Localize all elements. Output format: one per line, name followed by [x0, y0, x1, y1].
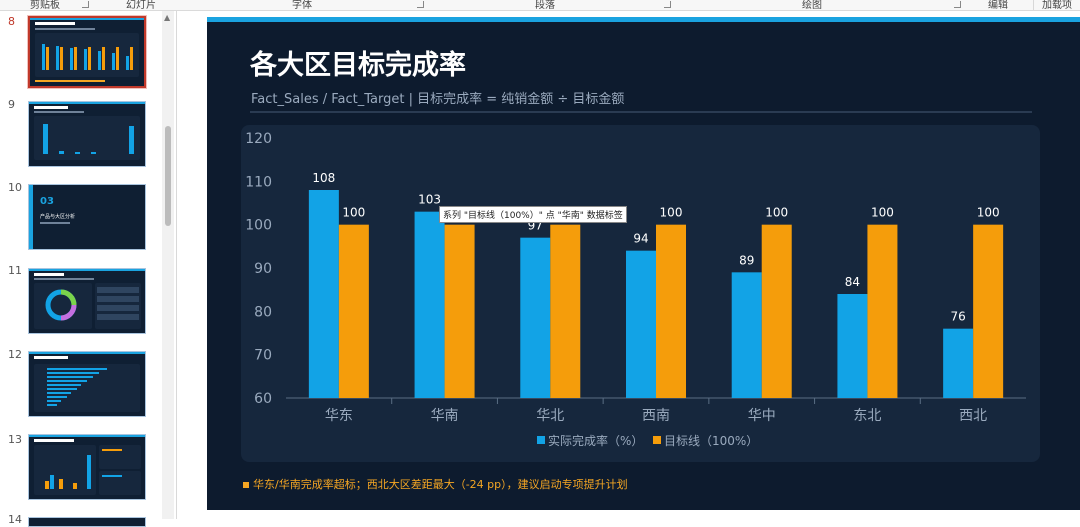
- ribbon-group-addins: 加载项: [1042, 0, 1072, 11]
- ribbon-group-font: 字体: [292, 0, 312, 11]
- y-tick-label: 60: [254, 391, 272, 407]
- bar-actual: [520, 237, 551, 398]
- ribbon-group-editing: 编辑: [988, 0, 1008, 11]
- bar-actual: [308, 190, 339, 398]
- legend-swatch: [537, 436, 545, 444]
- slide-number-8: 8: [8, 15, 15, 28]
- bar-actual: [414, 211, 445, 398]
- data-label: 100: [871, 206, 894, 220]
- title-divider: [250, 111, 1032, 113]
- thumbnail-10-subtitle: [40, 222, 70, 224]
- slide-title[interactable]: 各大区目标完成率: [250, 50, 466, 81]
- bar-actual: [731, 272, 762, 398]
- x-tick-label: 华东: [325, 408, 353, 424]
- slide-thumbnail-8[interactable]: [28, 16, 146, 88]
- slide-number-13: 13: [8, 433, 22, 446]
- slide-accent-bar: [207, 17, 1080, 22]
- thumbnail-scrollbar[interactable]: ▲: [162, 11, 174, 519]
- data-label: 100: [977, 206, 1000, 220]
- thumbnail-11-preview: [29, 269, 145, 329]
- slide-number-10: 10: [8, 181, 22, 194]
- data-label-tooltip: 系列 "目标线（100%）" 点 "华南" 数据标签: [439, 206, 627, 223]
- ribbon-group-slides: 幻灯片: [126, 0, 156, 11]
- clipboard-launcher-icon[interactable]: [82, 1, 89, 8]
- x-tick-label: 西南: [642, 408, 670, 424]
- slide-thumbnail-9[interactable]: [28, 101, 146, 167]
- ribbon-group-clipboard: 剪贴板: [30, 0, 60, 11]
- thumbnail-10-accent: [29, 185, 33, 249]
- ribbon-group-paragraph: 段落: [535, 0, 555, 11]
- data-label: 89: [739, 253, 754, 267]
- font-launcher-icon[interactable]: [417, 1, 424, 8]
- y-tick-label: 70: [254, 348, 272, 364]
- scrollbar-thumb[interactable]: [165, 126, 171, 226]
- bar-target: [656, 224, 686, 398]
- data-label: 76: [951, 310, 966, 324]
- slide-thumbnail-13[interactable]: [28, 434, 146, 500]
- thumbnail-8-preview: [30, 18, 144, 82]
- bar-actual: [943, 328, 974, 398]
- ribbon-group-drawing: 绘图: [802, 0, 822, 11]
- thumbnail-12-preview: [29, 352, 145, 412]
- data-label: 100: [765, 206, 788, 220]
- x-tick-label: 东北: [853, 408, 881, 424]
- bar-target: [867, 224, 898, 398]
- current-slide[interactable]: 各大区目标完成率 Fact_Sales / Fact_Target | 目标完成…: [207, 17, 1080, 510]
- data-label: 94: [633, 232, 648, 246]
- y-tick-label: 90: [254, 261, 272, 277]
- legend-label: 目标线（100%）: [664, 434, 758, 448]
- bar-chart[interactable]: 60708090100110120108100华东103100华南97100华北…: [241, 125, 1040, 462]
- paragraph-launcher-icon[interactable]: [664, 1, 671, 8]
- ribbon-group-bar: 剪贴板 幻灯片 字体 段落 绘图 编辑 加载项: [0, 0, 1080, 11]
- data-label: 103: [418, 193, 441, 207]
- thumbnail-10-title: 产品与大区分析: [40, 214, 76, 220]
- drawing-launcher-icon[interactable]: [954, 1, 961, 8]
- data-label: 108: [312, 171, 335, 185]
- x-tick-label: 华北: [536, 408, 564, 424]
- slide-number-11: 11: [8, 264, 22, 277]
- bar-target: [338, 224, 369, 398]
- pane-splitter[interactable]: [176, 11, 177, 519]
- y-tick-label: 100: [245, 218, 272, 234]
- thumbnail-13-preview: [29, 435, 145, 495]
- thumbnail-9-preview: [29, 102, 145, 160]
- legend-swatch: [653, 436, 661, 444]
- slide-number-12: 12: [8, 348, 22, 361]
- data-label: 100: [660, 206, 683, 220]
- legend-label: 实际完成率（%）: [548, 433, 643, 448]
- data-label: 84: [845, 275, 860, 289]
- bar-target: [550, 224, 581, 398]
- x-tick-label: 华南: [431, 408, 459, 424]
- slide-number-9: 9: [8, 98, 15, 111]
- y-tick-label: 120: [245, 131, 272, 147]
- footnote-bullet-icon: [243, 482, 249, 488]
- footnote-text: 华东/华南完成率超标；西北大区差距最大（-24 pp），建议启动专项提升计划: [253, 478, 628, 491]
- chart-card[interactable]: 60708090100110120108100华东103100华南97100华北…: [241, 125, 1040, 462]
- slide-number-14: 14: [8, 513, 22, 526]
- slide-thumbnail-11[interactable]: [28, 268, 146, 334]
- slide-subtitle[interactable]: Fact_Sales / Fact_Target | 目标完成率 = 纯销金额 …: [251, 92, 625, 107]
- x-tick-label: 华中: [748, 408, 776, 424]
- y-tick-label: 110: [245, 174, 272, 190]
- slide-thumbnail-10[interactable]: 03 产品与大区分析: [28, 184, 146, 250]
- bar-actual: [626, 250, 656, 398]
- slide-thumbnail-12[interactable]: [28, 351, 146, 417]
- ribbon-separator: [1033, 0, 1034, 10]
- scroll-up-icon[interactable]: ▲: [164, 13, 171, 22]
- bar-target: [973, 224, 1004, 398]
- y-tick-label: 80: [254, 304, 272, 320]
- slide-thumbnail-pane: 8 9: [0, 11, 176, 527]
- bar-target: [444, 224, 475, 398]
- x-tick-label: 西北: [959, 408, 987, 424]
- data-label: 100: [342, 206, 365, 220]
- slide-footnote[interactable]: 华东/华南完成率超标；西北大区差距最大（-24 pp），建议启动专项提升计划: [243, 476, 628, 492]
- bar-target: [761, 224, 792, 398]
- thumbnail-10-section: 03: [40, 196, 54, 207]
- bar-actual: [837, 294, 868, 398]
